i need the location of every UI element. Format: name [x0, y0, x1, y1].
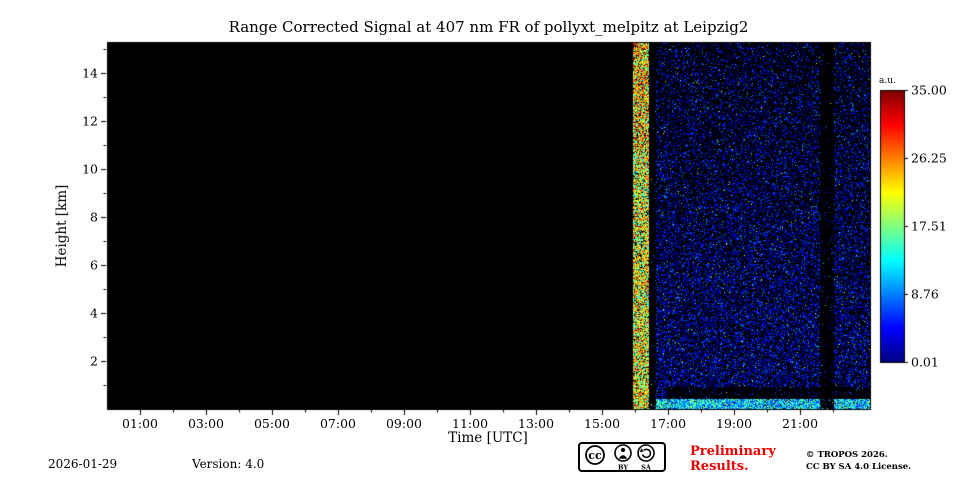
- license-label: CC BY SA 4.0 License.: [806, 462, 912, 472]
- colorbar-tick-label: 8.76: [911, 286, 939, 302]
- x-tick-label: 17:00: [650, 416, 687, 431]
- x-tick-label: 03:00: [187, 416, 225, 431]
- y-tick-label: 2: [90, 353, 98, 369]
- x-tick-label: 19:00: [716, 416, 753, 431]
- colorbar-tick-label: 0.01: [911, 354, 939, 370]
- preliminary-line2: Results.: [690, 459, 749, 474]
- y-tick-label: 10: [82, 161, 98, 177]
- x-tick-label: 09:00: [385, 416, 423, 431]
- by-label: BY: [618, 464, 628, 472]
- y-tick-label: 8: [90, 209, 98, 225]
- x-tick-label: 07:00: [319, 416, 357, 431]
- sa-arrow-icon: [637, 444, 655, 462]
- measurement-date: 2026-01-29: [48, 457, 118, 471]
- x-tick-label: 01:00: [121, 416, 159, 431]
- colorbar-unit-label: a.u.: [879, 76, 896, 86]
- x-tick-label: 05:00: [253, 416, 291, 431]
- x-tick-label: 13:00: [518, 416, 555, 431]
- preliminary-line1: Preliminary: [690, 444, 776, 459]
- cc-icon: cc: [585, 445, 605, 465]
- x-tick-label: 11:00: [452, 416, 489, 431]
- x-tick-label: 21:00: [782, 416, 819, 431]
- y-tick-label: 12: [82, 113, 98, 129]
- version-label: Version: 4.0: [192, 457, 265, 471]
- chart-title: Range Corrected Signal at 407 nm FR of p…: [228, 18, 749, 36]
- colorbar-tick-label: 26.25: [911, 150, 947, 166]
- preliminary-note: Preliminary Results.: [690, 444, 776, 474]
- copyright-label: © TROPOS 2026.: [806, 450, 888, 460]
- cc-by-sa-badge: cc BY SA: [578, 442, 666, 472]
- svg-text:cc: cc: [588, 449, 602, 462]
- x-tick-label: 15:00: [584, 416, 621, 431]
- sa-label: SA: [641, 464, 652, 472]
- colorbar-tick-label: 17.51: [911, 218, 947, 234]
- y-tick-label: 6: [90, 257, 98, 273]
- by-person-icon: [614, 444, 632, 462]
- x-axis-label: Time [UTC]: [448, 430, 528, 446]
- y-tick-label: 14: [82, 65, 98, 81]
- colorbar-tick-label: 35.00: [911, 82, 947, 98]
- y-tick-label: 4: [90, 305, 98, 321]
